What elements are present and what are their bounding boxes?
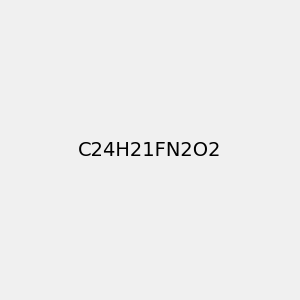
- Text: C24H21FN2O2: C24H21FN2O2: [78, 140, 222, 160]
